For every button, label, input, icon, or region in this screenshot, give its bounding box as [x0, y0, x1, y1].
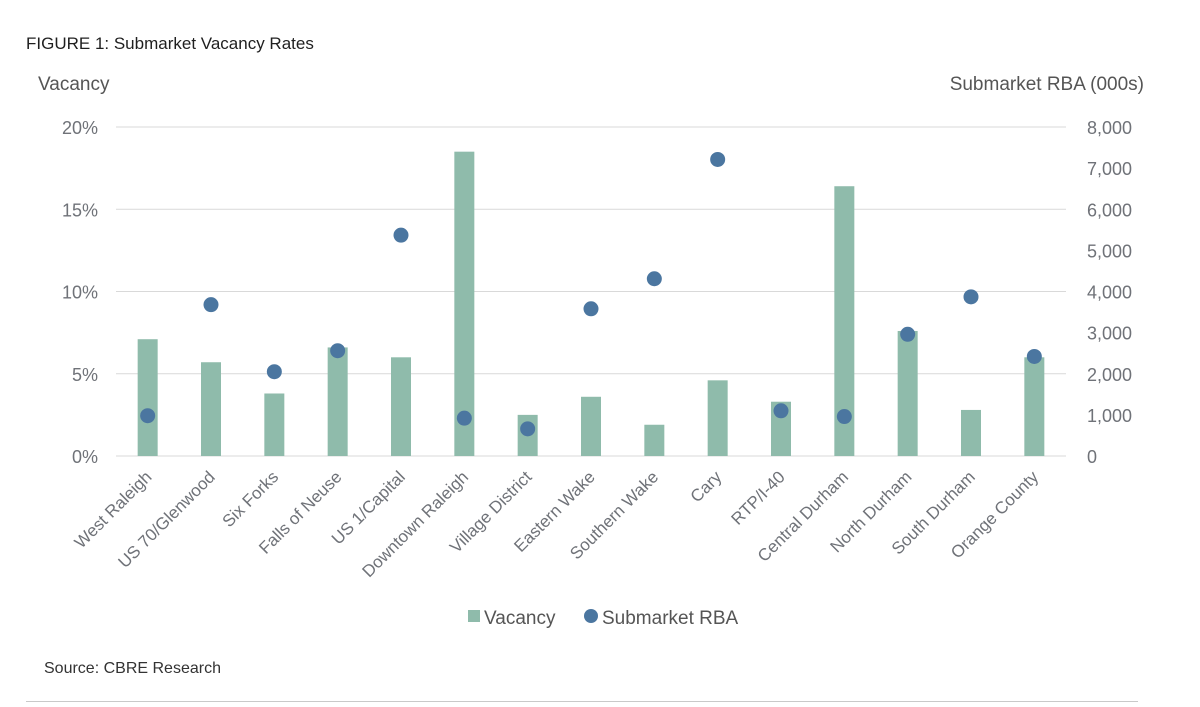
- vacancy-bar: [961, 409, 981, 456]
- rba-point: [773, 403, 789, 419]
- figure-title: FIGURE 1: Submarket Vacancy Rates: [26, 34, 314, 53]
- legend-vacancy-label: Vacancy: [484, 608, 556, 629]
- rba-point: [520, 421, 536, 437]
- right-tick-label: 7,000: [1087, 159, 1132, 179]
- rba-point: [1026, 348, 1042, 364]
- vacancy-bar: [201, 362, 221, 456]
- category-label: Cary: [687, 467, 726, 506]
- rba-point: [646, 271, 662, 287]
- vacancy-bar: [264, 393, 285, 456]
- right-tick-label: 2,000: [1087, 365, 1132, 385]
- vacancy-bar: [707, 380, 728, 456]
- category-label: Six Forks: [219, 467, 283, 531]
- vacancy-bar: [137, 339, 158, 456]
- left-tick-label: 20%: [62, 118, 98, 138]
- rba-point: [456, 410, 472, 426]
- vacancy-bar: [1024, 357, 1045, 456]
- vacancy-bar: [897, 330, 918, 456]
- vacancy-bars: [137, 151, 1045, 457]
- right-tick-label: 4,000: [1087, 283, 1132, 303]
- right-tick-label: 6,000: [1087, 200, 1132, 220]
- vacancy-bar: [581, 396, 601, 456]
- left-tick-label: 15%: [62, 200, 98, 220]
- left-axis-ticks: 0% 5% 10% 15% 20%: [62, 118, 98, 467]
- vacancy-bar: [834, 186, 855, 456]
- right-axis-title: Submarket RBA (000s): [949, 74, 1144, 95]
- rba-point: [583, 301, 599, 317]
- legend: Vacancy Submarket RBA: [468, 608, 739, 629]
- legend-rba-label: Submarket RBA: [602, 608, 739, 629]
- right-tick-label: 1,000: [1087, 406, 1132, 426]
- right-tick-label: 0: [1087, 447, 1097, 467]
- left-tick-label: 0%: [72, 447, 98, 467]
- legend-vacancy-swatch: [468, 610, 480, 622]
- legend-rba-swatch: [584, 609, 598, 623]
- right-tick-label: 8,000: [1087, 118, 1132, 138]
- vacancy-bar: [391, 357, 411, 456]
- rba-point: [393, 227, 409, 243]
- vacancy-bar: [644, 424, 665, 456]
- rba-point: [203, 297, 219, 313]
- right-axis-ticks: 0 1,000 2,000 3,000 4,000 5,000 6,000 7,000 8,00…: [1087, 118, 1132, 467]
- vacancy-bar: [327, 347, 348, 456]
- right-tick-label: 5,000: [1087, 241, 1132, 261]
- category-label: RTP/I-40: [728, 467, 789, 528]
- left-tick-label: 5%: [72, 365, 98, 385]
- rba-points: [140, 151, 1042, 437]
- rba-point: [330, 343, 346, 359]
- rba-point: [710, 151, 726, 167]
- rba-point: [836, 409, 852, 425]
- left-tick-label: 10%: [62, 283, 98, 303]
- right-tick-label: 3,000: [1087, 324, 1132, 344]
- rba-point: [963, 289, 979, 305]
- source-note: Source: CBRE Research: [44, 660, 221, 677]
- rba-point: [140, 408, 156, 424]
- footer-divider: [26, 701, 1138, 702]
- category-label: Downtown Raleigh: [358, 467, 472, 581]
- left-axis-title: Vacancy: [38, 74, 110, 95]
- rba-point: [900, 326, 916, 342]
- rba-point: [266, 364, 282, 380]
- vacancy-bar: [454, 151, 475, 457]
